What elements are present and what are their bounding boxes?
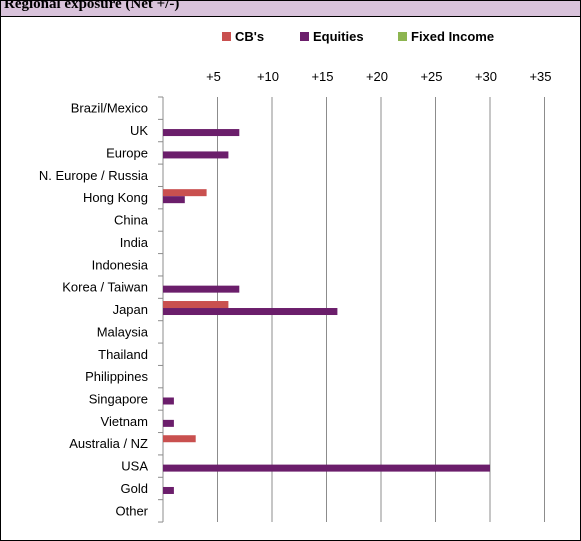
category-label: Brazil/Mexico [71,101,148,116]
category-label: Philippines [85,369,148,384]
bar-equities-8 [163,285,240,293]
bar-cb-s-4 [163,189,207,197]
category-label: Indonesia [92,257,149,272]
category-label: USA [121,459,148,474]
category-label: N. Europe / Russia [39,168,149,183]
legend-swatch-2 [398,32,407,41]
x-tick-label: +20 [366,69,388,84]
bar-equities-1 [163,129,240,137]
category-label: Malaysia [97,324,149,339]
category-label: Vietnam [101,414,148,429]
category-label: Australia / NZ [69,436,148,451]
x-tick-label: +25 [420,69,442,84]
category-label: Thailand [98,347,148,362]
category-label: Japan [113,302,148,317]
category-label: India [120,235,149,250]
category-label: Europe [106,145,148,160]
x-tick-label: +5 [206,69,221,84]
bar-equities-9 [163,308,338,316]
bar-equities-14 [163,419,174,427]
legend-swatch-1 [300,32,309,41]
category-label: Singapore [89,391,148,406]
bar-cb-s-9 [163,301,229,309]
bar-equities-13 [163,397,174,405]
bar-equities-16 [163,464,490,472]
legend-label-2: Fixed Income [411,29,494,44]
header-title: Regional exposure (Net +/-) [4,1,180,12]
category-label: Gold [121,481,148,496]
bar-equities-2 [163,151,229,159]
category-label: Korea / Taiwan [62,280,148,295]
category-label: UK [130,123,148,138]
bar-equities-4 [163,196,185,204]
category-label: China [114,213,149,228]
legend-label-0: CB's [235,29,264,44]
header-band: Regional exposure (Net +/-) [1,1,580,17]
x-tick-label: +35 [529,69,551,84]
category-label: Hong Kong [83,190,148,205]
legend-label-1: Equities [313,29,364,44]
legend-swatch-0 [222,32,231,41]
x-tick-label: +10 [257,69,279,84]
x-tick-label: +15 [311,69,333,84]
bar-equities-17 [163,486,174,494]
x-tick-label: +30 [475,69,497,84]
category-label: Other [115,503,148,518]
bar-cb-s-15 [163,435,196,443]
